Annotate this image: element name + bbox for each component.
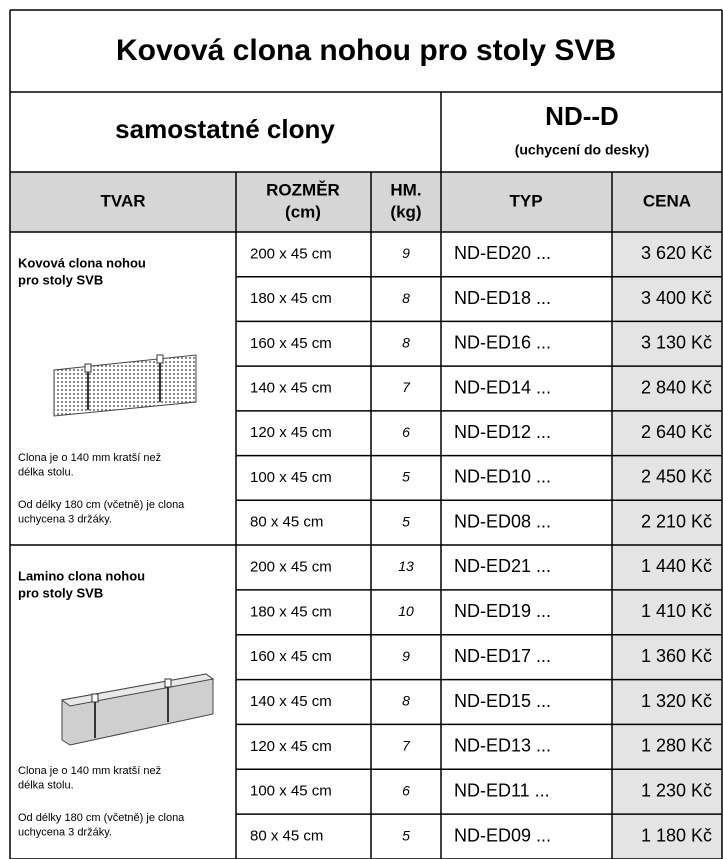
price: 2 450 Kč — [641, 467, 712, 487]
weight: 7 — [402, 379, 411, 395]
type: ND-ED15 ... — [454, 691, 551, 711]
size: 180 x 45 cm — [250, 603, 332, 620]
type: ND-ED14 ... — [454, 377, 551, 397]
price: 1 230 Kč — [641, 780, 712, 800]
weight: 6 — [402, 424, 410, 440]
column-header: (cm) — [285, 202, 321, 221]
weight: 8 — [402, 693, 410, 709]
column-header: (kg) — [390, 202, 421, 221]
weight: 5 — [402, 469, 410, 485]
series-code: ND--D — [545, 101, 619, 131]
title: Kovová clona nohou pro stoly SVB — [116, 34, 616, 67]
type: ND-ED13 ... — [454, 736, 551, 756]
weight: 9 — [402, 648, 410, 664]
type: ND-ED21 ... — [454, 556, 551, 576]
weight: 10 — [398, 603, 414, 619]
size: 140 x 45 cm — [250, 693, 332, 710]
price: 1 280 Kč — [641, 736, 712, 756]
type: ND-ED09 ... — [454, 825, 551, 845]
series-note: (uchycení do desky) — [515, 142, 650, 158]
group-text: Kovová clona nohou — [18, 255, 146, 270]
group-text: Clona je o 140 mm kratší než — [18, 765, 161, 777]
group-text: Lamino clona nohou — [18, 568, 145, 583]
size: 100 x 45 cm — [250, 469, 332, 486]
price-sheet: Kovová clona nohou pro stoly SVB samosta… — [0, 0, 723, 859]
size: 80 x 45 cm — [250, 514, 323, 531]
size: 80 x 45 cm — [250, 828, 323, 845]
price: 2 840 Kč — [641, 377, 712, 397]
type: ND-ED11 ... — [454, 780, 550, 800]
group-text: uchycena 3 držáky. — [18, 826, 112, 838]
price: 1 440 Kč — [641, 556, 712, 576]
group-text: Clona je o 140 mm kratší než — [18, 452, 161, 464]
type: ND-ED10 ... — [454, 467, 551, 487]
group-text: uchycena 3 držáky. — [18, 513, 112, 525]
price: 2 640 Kč — [641, 422, 712, 442]
size: 180 x 45 cm — [250, 290, 332, 307]
type: ND-ED20 ... — [454, 243, 551, 263]
weight: 5 — [402, 827, 410, 843]
column-header: TVAR — [100, 191, 145, 210]
group-text: Od délky 180 cm (včetně) je clona — [18, 812, 185, 824]
price: 1 360 Kč — [641, 646, 712, 666]
price: 1 180 Kč — [641, 825, 712, 845]
type: ND-ED17 ... — [454, 646, 551, 666]
price: 1 410 Kč — [641, 601, 712, 621]
price: 3 130 Kč — [641, 333, 712, 353]
group-text: délka stolu. — [18, 466, 74, 478]
column-header: HM. — [390, 180, 421, 199]
type: ND-ED19 ... — [454, 601, 551, 621]
size: 140 x 45 cm — [250, 379, 332, 396]
group-text: délka stolu. — [18, 779, 74, 791]
price: 3 400 Kč — [641, 288, 712, 308]
weight: 13 — [398, 558, 414, 574]
size: 200 x 45 cm — [250, 558, 332, 575]
price: 2 210 Kč — [641, 511, 712, 531]
size: 160 x 45 cm — [250, 335, 332, 352]
column-header: TYP — [509, 191, 542, 210]
group-text: pro stoly SVB — [18, 585, 103, 600]
type: ND-ED18 ... — [454, 288, 551, 308]
type: ND-ED08 ... — [454, 511, 551, 531]
weight: 8 — [402, 290, 410, 306]
group-text: pro stoly SVB — [18, 272, 103, 287]
weight: 5 — [402, 513, 410, 529]
subtitle: samostatné clony — [115, 114, 335, 144]
group-text: Od délky 180 cm (včetně) je clona — [18, 499, 185, 511]
weight: 9 — [402, 245, 410, 261]
weight: 7 — [402, 738, 411, 754]
weight: 8 — [402, 334, 410, 350]
size: 120 x 45 cm — [250, 424, 332, 441]
column-header: CENA — [643, 191, 691, 210]
weight: 6 — [402, 782, 410, 798]
size: 100 x 45 cm — [250, 783, 332, 800]
price: 3 620 Kč — [641, 243, 712, 263]
type: ND-ED16 ... — [454, 333, 551, 353]
size: 200 x 45 cm — [250, 245, 332, 262]
size: 160 x 45 cm — [250, 648, 332, 665]
type: ND-ED12 ... — [454, 422, 551, 442]
price: 1 320 Kč — [641, 691, 712, 711]
column-header: ROZMĚR — [266, 180, 340, 199]
size: 120 x 45 cm — [250, 738, 332, 755]
